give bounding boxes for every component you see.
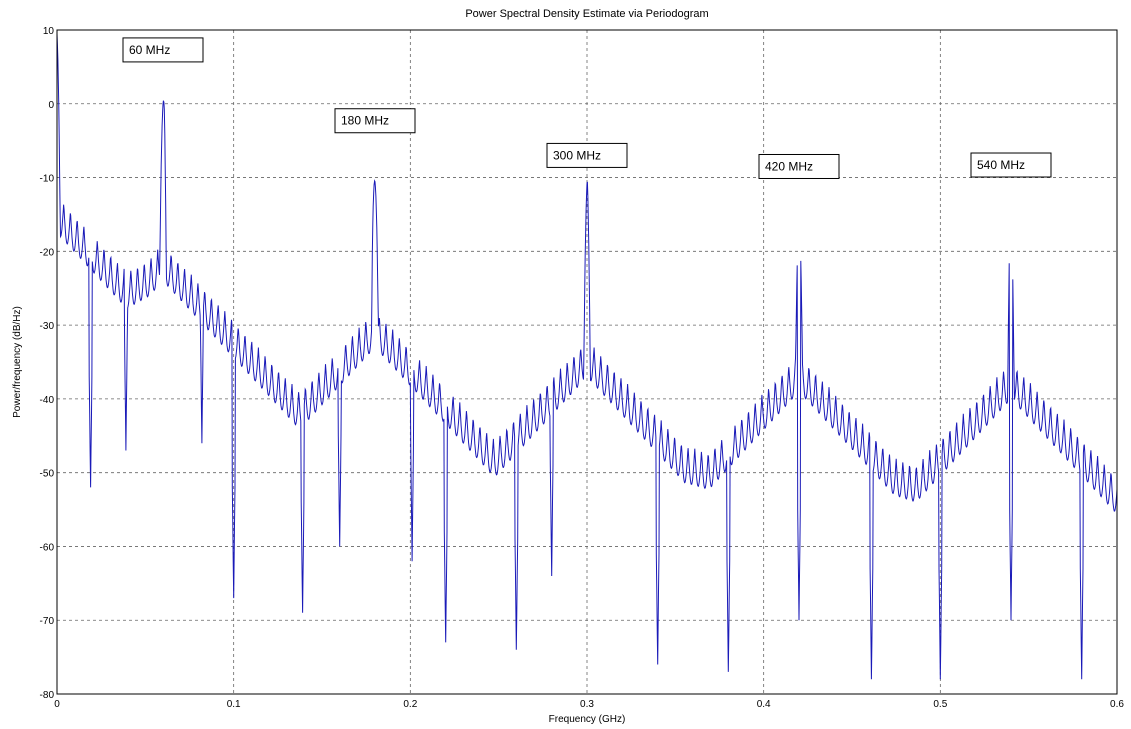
psd-series-line (56, 33, 1118, 680)
chart-title: Power Spectral Density Estimate via Peri… (465, 8, 708, 20)
peak-annotation: 540 MHz (970, 152, 1052, 178)
y-tick-label: -30 (40, 321, 55, 332)
y-tick-label: -80 (40, 690, 55, 701)
peak-annotations: 60 MHz 180 MHz 300 MHz 420 MHz 540 MHz (122, 37, 1052, 179)
x-tick-label: 0.2 (403, 699, 417, 710)
annotation-label: 60 MHz (129, 43, 170, 57)
y-tick-label: -10 (40, 174, 55, 185)
annotation-label: 300 MHz (553, 148, 601, 162)
x-tick-label: 0.3 (580, 699, 594, 710)
x-tick-label: 0.1 (227, 699, 241, 710)
y-tick-label: -40 (40, 395, 55, 406)
y-tick-label: -70 (40, 616, 55, 627)
y-tick-label: -60 (40, 542, 55, 553)
y-tick-label: 0 (48, 100, 54, 111)
x-tick-labels: 0 0.1 0.2 0.3 0.4 0.5 0.6 (54, 699, 1124, 710)
annotation-box (970, 152, 1052, 178)
peak-annotation: 180 MHz (334, 108, 416, 134)
annotation-box (334, 108, 416, 134)
annotation-box (546, 142, 628, 168)
x-tick-label: 0.5 (933, 699, 947, 710)
peak-annotation: 60 MHz (122, 37, 204, 63)
grid (57, 30, 1117, 694)
annotation-box (122, 37, 204, 63)
y-axis-label: Power/frequency (dB/Hz) (12, 306, 23, 418)
y-tick-label: -50 (40, 469, 55, 480)
peak-annotation: 300 MHz (546, 142, 628, 168)
plot-frame (56, 29, 1118, 695)
annotation-box (758, 153, 840, 179)
x-axis-label: Frequency (GHz) (549, 714, 626, 725)
x-tick-label: 0.6 (1110, 699, 1124, 710)
y-tick-labels: 10 0 -10 -20 -30 -40 -50 -60 -70 -80 (40, 26, 55, 701)
peak-annotation: 420 MHz (758, 153, 840, 179)
annotation-label: 540 MHz (977, 158, 1025, 172)
annotation-label: 420 MHz (765, 159, 813, 173)
y-tick-label: 10 (43, 26, 55, 37)
y-tick-label: -20 (40, 247, 55, 258)
x-tick-label: 0 (54, 699, 60, 710)
annotation-label: 180 MHz (341, 114, 389, 128)
x-tick-label: 0.4 (757, 699, 771, 710)
